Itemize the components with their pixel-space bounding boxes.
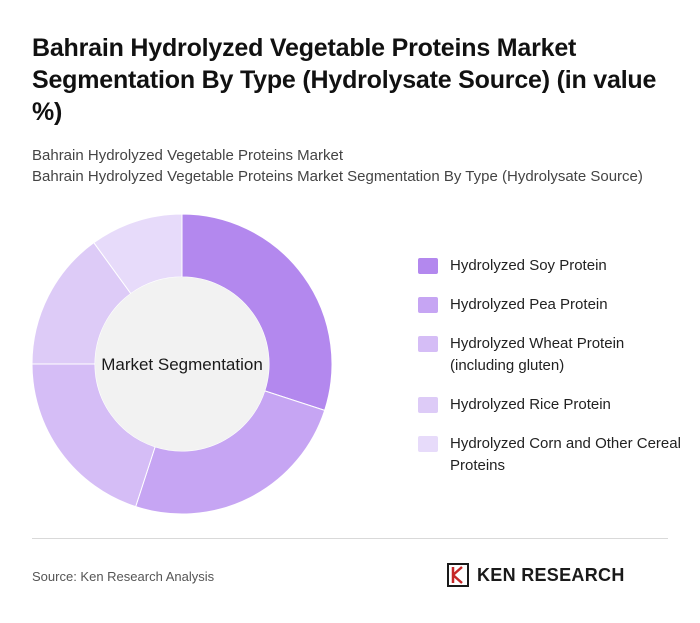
ken-research-logo: KEN RESEARCH (447, 563, 625, 587)
chart-legend: Hydrolyzed Soy Protein Hydrolyzed Pea Pro… (418, 255, 688, 494)
chart-area: Market Segmentation Hydrolyzed Soy Prote… (0, 200, 700, 530)
source-note: Source: Ken Research Analysis (32, 569, 215, 584)
subtitle-block: Bahrain Hydrolyzed Vegetable Proteins Ma… (32, 145, 682, 187)
footer-divider (32, 538, 668, 539)
donut-chart: Market Segmentation (31, 213, 333, 515)
legend-item-pea: Hydrolyzed Pea Protein (418, 294, 688, 316)
legend-label: Hydrolyzed Soy Protein (450, 257, 607, 274)
legend-swatch (418, 297, 438, 313)
legend-item-corn: Hydrolyzed Corn and Other Cereal Protein… (418, 433, 688, 477)
legend-swatch (418, 397, 438, 413)
center-label: Market Segmentation (101, 355, 263, 374)
legend-swatch (418, 258, 438, 274)
donut-center (95, 277, 269, 451)
ken-research-logo-mark-icon (447, 563, 469, 587)
legend-item-rice: Hydrolyzed Rice Protein (418, 394, 688, 416)
legend-item-soy: Hydrolyzed Soy Protein (418, 255, 688, 277)
chart-title: Bahrain Hydrolyzed Vegetable Proteins Ma… (32, 34, 657, 126)
legend-swatch (418, 336, 438, 352)
legend-label: Hydrolyzed Pea Protein (450, 296, 608, 313)
subtitle-market: Bahrain Hydrolyzed Vegetable Proteins Ma… (32, 147, 344, 164)
logo-text: KEN RESEARCH (477, 564, 625, 585)
subtitle-segmentation: Bahrain Hydrolyzed Vegetable Proteins Ma… (32, 168, 643, 185)
legend-label: Hydrolyzed Corn and Other Cereal Protein… (450, 435, 681, 474)
legend-swatch (418, 436, 438, 452)
legend-label: Hydrolyzed Wheat Protein (including glut… (450, 335, 625, 374)
legend-item-wheat: Hydrolyzed Wheat Protein (including glut… (418, 333, 688, 377)
legend-label: Hydrolyzed Rice Protein (450, 396, 611, 413)
